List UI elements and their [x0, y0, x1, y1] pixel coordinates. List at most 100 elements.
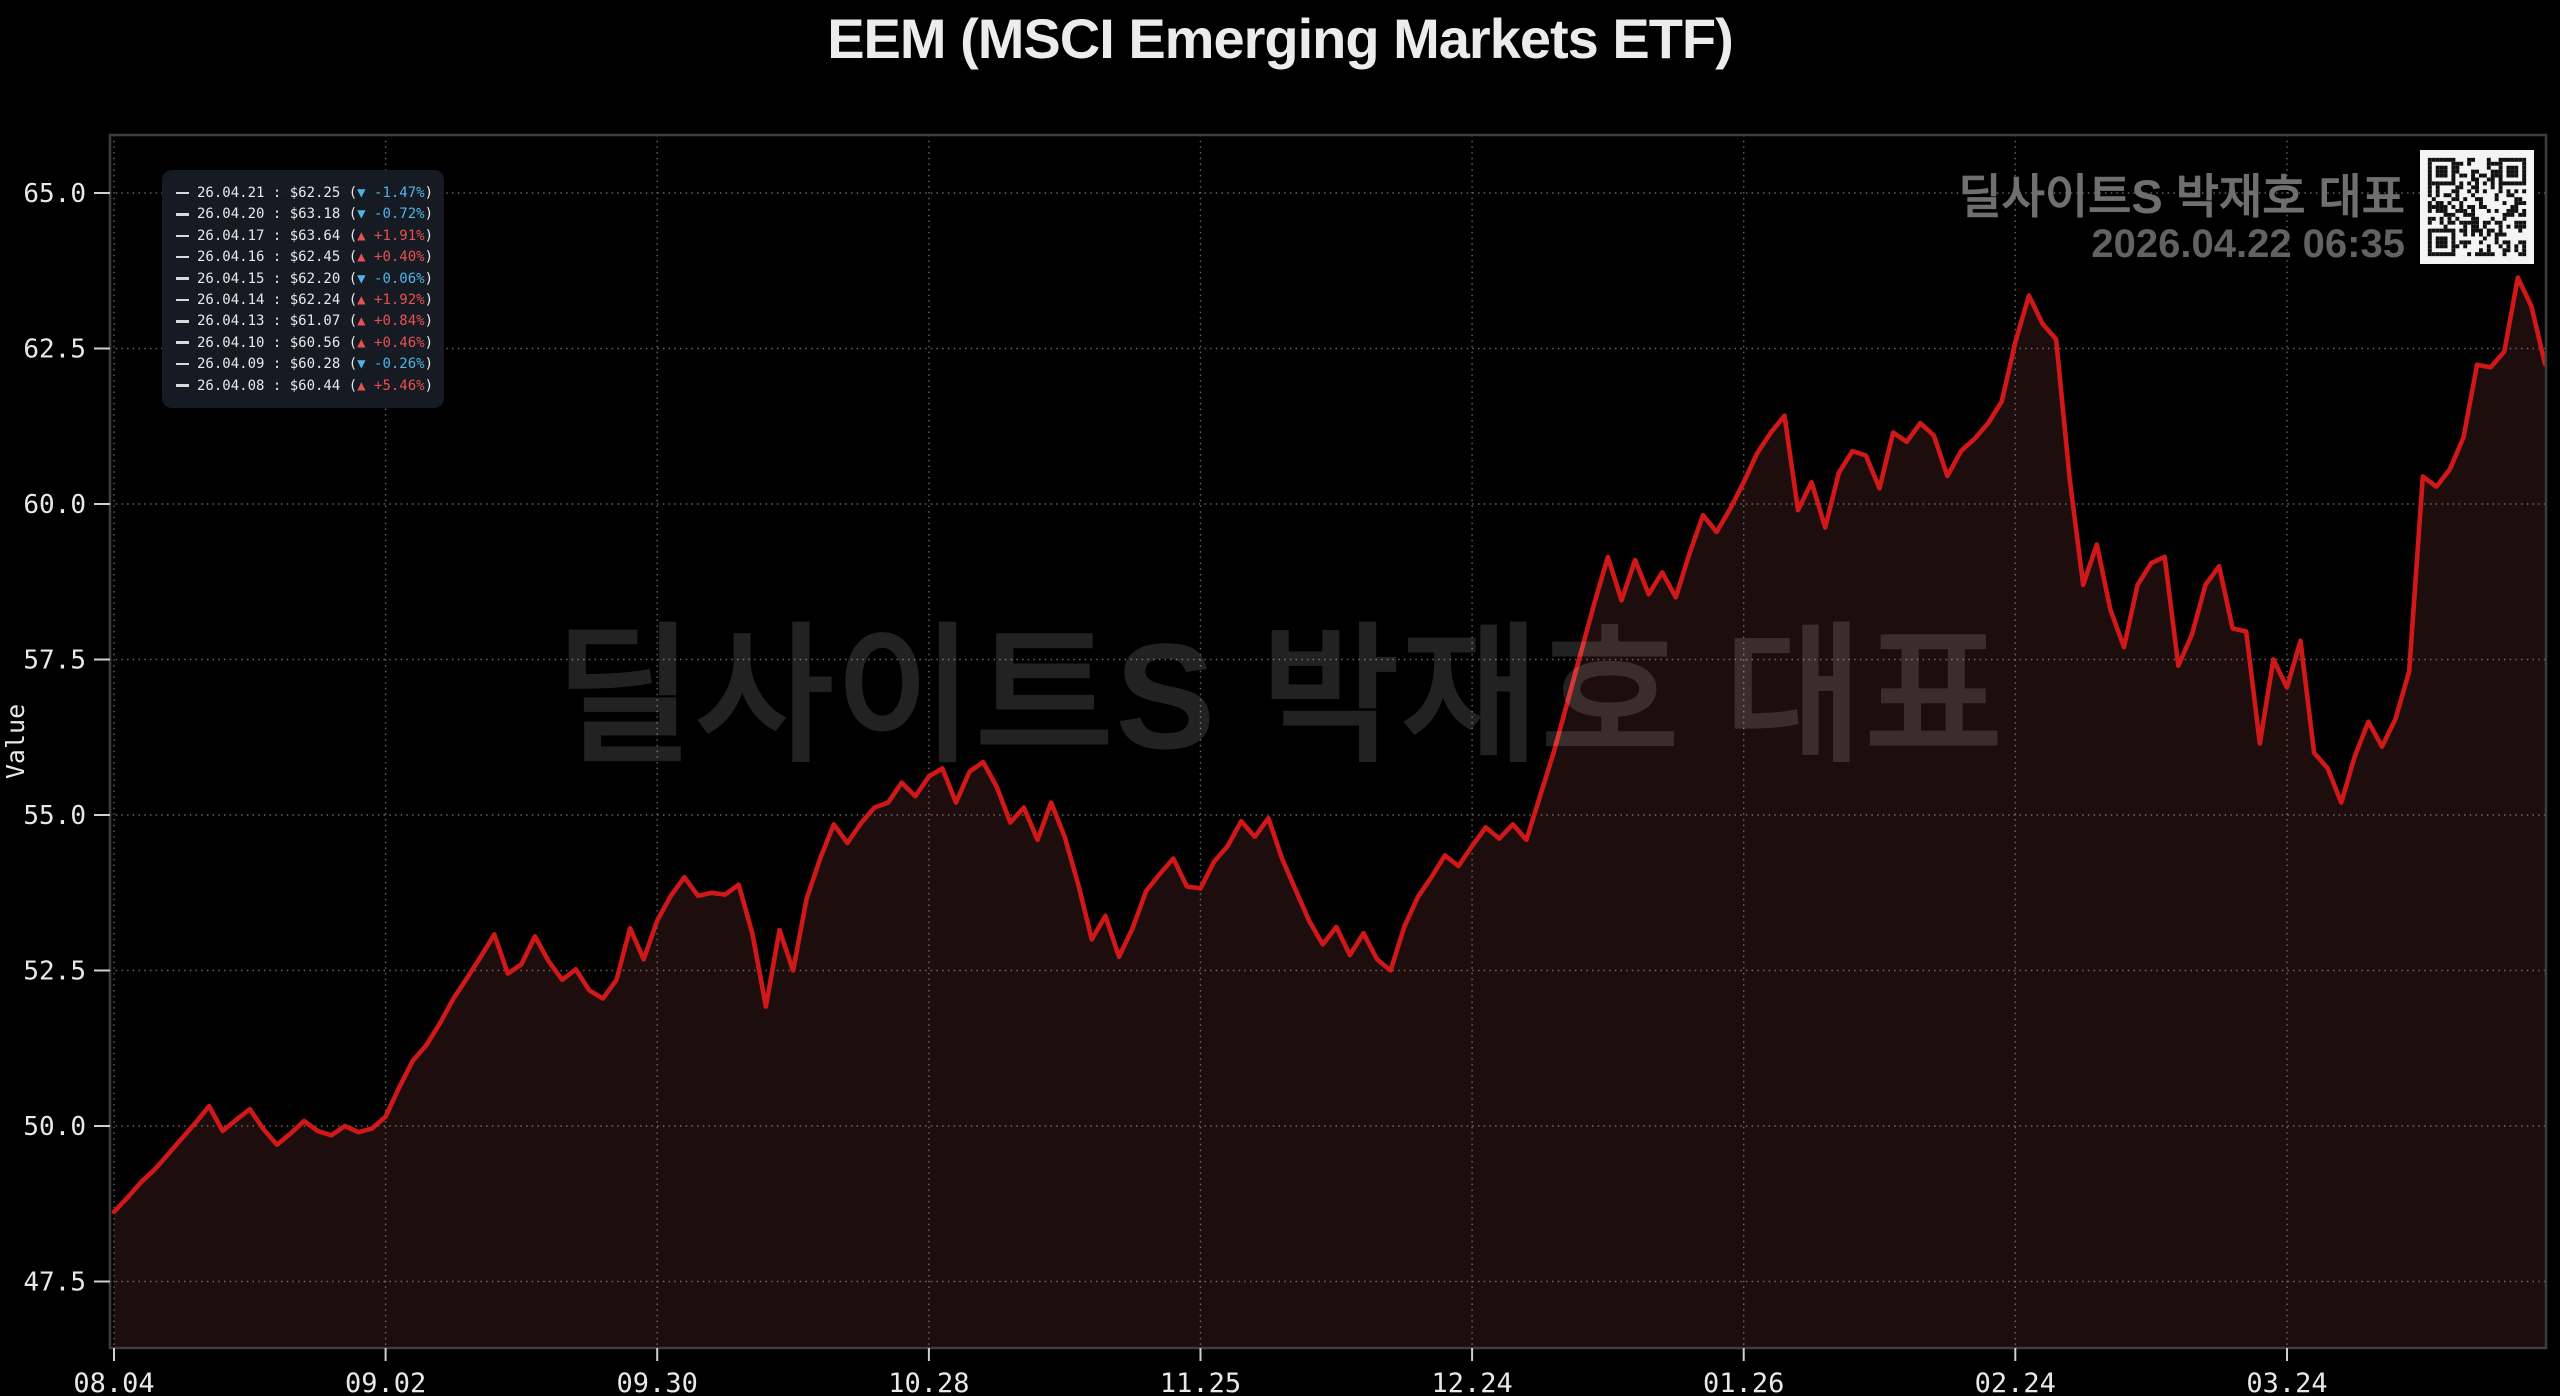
- plot-border: [108, 133, 2548, 1350]
- qr-module: [2514, 220, 2519, 225]
- qr-module: [2439, 157, 2444, 162]
- qr-module: [2486, 157, 2491, 162]
- qr-module: [2435, 244, 2440, 249]
- legend-line-handle: [176, 255, 189, 259]
- qr-module: [2522, 201, 2527, 206]
- legend-entry-change: ▲ +0.40%: [357, 249, 425, 266]
- qr-module: [2427, 177, 2432, 182]
- legend-line-handle: [176, 341, 189, 344]
- qr-module: [2510, 157, 2515, 162]
- qr-module: [2459, 181, 2464, 186]
- qr-module: [2490, 169, 2495, 174]
- qr-module: [2510, 181, 2515, 186]
- legend-entry-paren: ): [424, 227, 434, 244]
- qr-module: [2467, 181, 2472, 186]
- legend-entry: 26.04.13 : $61.07 (▲ +0.84%): [162, 311, 444, 332]
- qr-module: [2427, 240, 2432, 245]
- qr-code: [2420, 150, 2534, 264]
- qr-module: [2490, 252, 2495, 257]
- qr-module: [2451, 248, 2456, 253]
- qr-module: [2427, 181, 2432, 186]
- qr-module: [2510, 193, 2515, 198]
- qr-module: [2498, 181, 2503, 186]
- qr-module: [2435, 193, 2440, 198]
- qr-module: [2475, 224, 2479, 229]
- qr-module: [2427, 169, 2432, 174]
- qr-module: [2514, 208, 2519, 213]
- qr-module: [2506, 169, 2511, 174]
- legend-entry-text: 26.04.21 : $62.25 (: [197, 185, 358, 201]
- qr-module: [2435, 205, 2440, 209]
- qr-module: [2427, 216, 2432, 221]
- qr-module: [2498, 157, 2503, 162]
- legend-entry: 26.04.21 : $62.25 (▼ -1.47%): [162, 183, 444, 204]
- legend-entry: 26.04.15 : $62.20 (▼ -0.06%): [162, 269, 444, 290]
- qr-module: [2471, 169, 2476, 174]
- qr-module: [2443, 208, 2448, 213]
- qr-module: [2514, 173, 2519, 178]
- qr-module: [2518, 224, 2523, 229]
- qr-module: [2486, 165, 2491, 170]
- qr-module: [2443, 165, 2448, 170]
- qr-module: [2471, 157, 2476, 162]
- qr-module: [2451, 212, 2456, 217]
- qr-module: [2494, 173, 2499, 178]
- qr-module: [2467, 220, 2472, 225]
- qr-module: [2510, 212, 2515, 217]
- qr-module: [2482, 252, 2487, 257]
- qr-module: [2443, 240, 2448, 245]
- qr-module: [2427, 165, 2432, 170]
- legend-entry-text: 26.04.10 : $60.56 (: [197, 334, 358, 351]
- legend-line-handle: [176, 362, 189, 366]
- qr-module: [2471, 185, 2476, 190]
- price-line: [111, 275, 2548, 1215]
- qr-module: [2475, 220, 2479, 225]
- qr-module: [2502, 216, 2507, 221]
- qr-module: [2471, 173, 2476, 178]
- qr-module: [2514, 189, 2519, 194]
- legend-entry-paren: ): [424, 270, 434, 287]
- qr-module: [2510, 173, 2515, 178]
- qr-module: [2427, 208, 2432, 213]
- qr-module: [2522, 165, 2527, 170]
- qr-module: [2447, 201, 2452, 206]
- qr-module: [2522, 173, 2527, 178]
- qr-module: [2471, 205, 2476, 209]
- qr-module: [2522, 157, 2527, 162]
- qr-module: [2490, 161, 2495, 166]
- legend-entry-paren: ): [424, 377, 434, 394]
- qr-module: [2439, 208, 2444, 213]
- qr-module: [2510, 208, 2515, 213]
- qr-module: [2435, 228, 2440, 233]
- y-tick-label: 62.5: [23, 335, 86, 365]
- qr-module: [2467, 189, 2472, 194]
- qr-module: [2439, 236, 2444, 241]
- qr-module: [2451, 252, 2456, 257]
- qr-module: [2518, 197, 2523, 202]
- qr-module: [2518, 240, 2523, 245]
- qr-module: [2522, 169, 2527, 174]
- legend-line-handle: [176, 234, 189, 238]
- qr-module: [2463, 228, 2468, 233]
- y-tick-label: 55.0: [23, 801, 86, 831]
- qr-module: [2447, 193, 2452, 198]
- qr-module: [2478, 228, 2483, 233]
- qr-module: [2459, 205, 2464, 209]
- qr-module: [2506, 181, 2511, 186]
- qr-module: [2427, 185, 2432, 190]
- x-tick-label: 09.02: [345, 1368, 426, 1396]
- qr-module: [2439, 240, 2444, 245]
- qr-module: [2427, 248, 2432, 253]
- qr-module: [2439, 216, 2444, 221]
- qr-module: [2522, 224, 2527, 229]
- legend-entry-change: ▼ -1.47%: [357, 185, 425, 201]
- qr-module: [2498, 220, 2503, 225]
- timestamp: 2026.04.22 06:35: [2091, 222, 2405, 266]
- x-tick-label: 12.24: [1431, 1368, 1512, 1396]
- legend-entry: 26.04.10 : $60.56 (▲ +0.46%): [162, 333, 444, 354]
- qr-module: [2439, 205, 2444, 209]
- qr-module: [2467, 212, 2472, 217]
- qr-module: [2435, 181, 2440, 186]
- qr-module: [2439, 244, 2444, 249]
- qr-module: [2522, 189, 2527, 194]
